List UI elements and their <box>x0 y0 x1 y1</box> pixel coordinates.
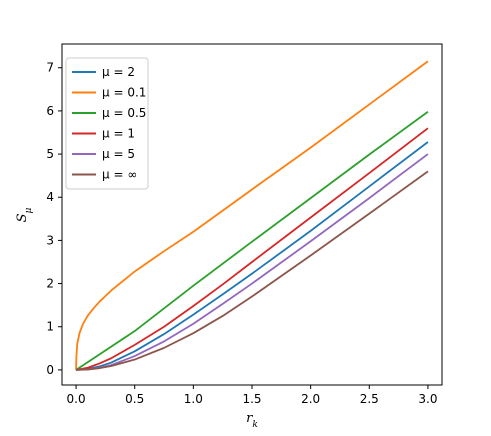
series-line-3 <box>75 127 429 371</box>
x-tick-label: 0.5 <box>125 392 144 406</box>
y-tick-label: 2 <box>46 277 54 291</box>
series-line-2 <box>75 111 429 371</box>
x-tick-label: 2.0 <box>301 392 320 406</box>
y-axis-label: Sμ <box>15 207 34 222</box>
tick-layer: 0.0 0.5 1.0 1.5 2.0 2.5 3.0 0 1 2 3 4 5 6 7 <box>46 61 437 406</box>
y-tick-label: 4 <box>46 190 54 204</box>
series-line-0 <box>76 141 429 371</box>
series-line-1 <box>75 60 429 370</box>
legend-label-4: μ = 5 <box>102 147 135 161</box>
y-tick-label: 6 <box>46 104 54 118</box>
legend-label-0: μ = 2 <box>102 65 135 79</box>
series-layer <box>75 60 429 371</box>
y-tick-label: 0 <box>46 363 54 377</box>
y-tick-label: 1 <box>46 320 54 334</box>
y-tick-label: 7 <box>46 61 54 75</box>
legend-box <box>65 57 149 190</box>
x-tick-label: 0.0 <box>67 392 86 406</box>
legend-label-1: μ = 0.1 <box>102 86 146 100</box>
legend-label-2: μ = 0.5 <box>102 106 146 120</box>
y-tick-label: 3 <box>46 233 54 247</box>
x-tick-label: 1.5 <box>242 392 261 406</box>
x-axis-label: rk <box>246 411 258 430</box>
x-tick-label: 3.0 <box>418 392 437 406</box>
x-tick-label: 2.5 <box>360 392 379 406</box>
legend-label-3: μ = 1 <box>102 127 135 141</box>
x-tick-label: 1.0 <box>184 392 203 406</box>
legend: μ = 2 μ = 0.1 μ = 0.5 μ = 1 μ = 5 μ = ∞ <box>65 57 149 190</box>
legend-label-5: μ = ∞ <box>102 168 137 182</box>
series-line-5 <box>76 170 429 371</box>
y-tick-label: 5 <box>46 147 54 161</box>
